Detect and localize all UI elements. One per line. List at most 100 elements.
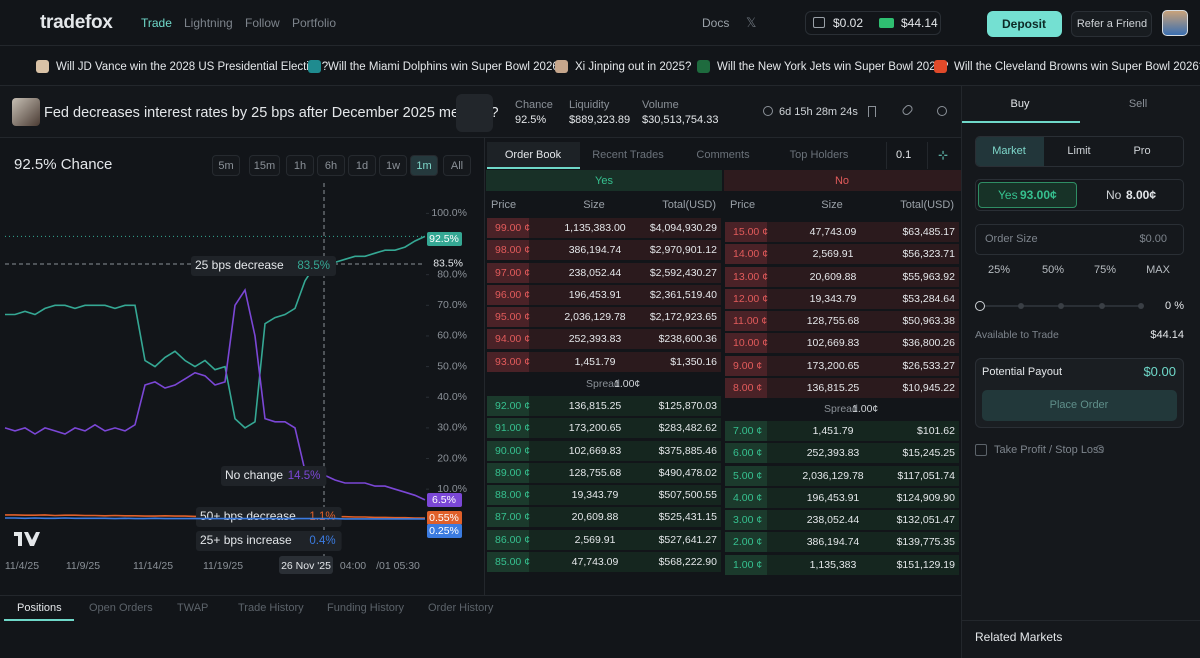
order-price[interactable]: 4.00 ¢ bbox=[733, 491, 763, 504]
orderbook-tab[interactable]: Recent Trades bbox=[592, 149, 664, 161]
order-price[interactable]: 12.00 ¢ bbox=[733, 292, 769, 305]
orderbook-tab[interactable]: Comments bbox=[696, 149, 750, 161]
order-size[interactable]: 19,343.79 bbox=[809, 292, 857, 305]
order-size[interactable]: 173,200.65 bbox=[806, 359, 860, 372]
order-price[interactable]: 1.00 ¢ bbox=[733, 558, 763, 571]
order-price[interactable]: 14.00 ¢ bbox=[733, 248, 769, 261]
range-button[interactable]: 1h bbox=[286, 155, 314, 176]
range-button[interactable]: 5m bbox=[212, 155, 240, 176]
order-total[interactable]: $56,323.71 bbox=[902, 248, 955, 261]
order-price[interactable]: 96.00 ¢ bbox=[495, 288, 531, 301]
nav-link[interactable]: Follow bbox=[245, 16, 280, 30]
order-total[interactable]: $50,963.38 bbox=[902, 315, 955, 327]
order-price[interactable]: 85.00 ¢ bbox=[495, 555, 531, 568]
tick-size-box[interactable] bbox=[886, 142, 928, 169]
order-total[interactable]: $2,172,923.65 bbox=[649, 311, 717, 323]
order-price[interactable]: 5.00 ¢ bbox=[733, 469, 763, 482]
ticker-icon[interactable] bbox=[36, 60, 49, 73]
order-total[interactable]: $2,970,901.12 bbox=[649, 244, 717, 257]
order-size[interactable]: 20,609.88 bbox=[571, 511, 619, 524]
order-total[interactable]: $139,775.35 bbox=[896, 536, 955, 549]
order-total[interactable]: $238,600.36 bbox=[658, 333, 717, 346]
order-price[interactable]: 9.00 ¢ bbox=[733, 359, 763, 372]
order-size[interactable]: 252,393.83 bbox=[806, 447, 860, 460]
order-total[interactable]: $375,885.46 bbox=[658, 444, 717, 457]
order-total[interactable]: $2,361,519.40 bbox=[649, 288, 717, 301]
nav-link[interactable]: Portfolio bbox=[292, 16, 337, 30]
avatar[interactable] bbox=[1162, 10, 1188, 36]
ticker-item[interactable]: Xi Jinping out in 2025? bbox=[575, 61, 692, 73]
ticker-item[interactable]: Will the Cleveland Browns win Super Bowl… bbox=[954, 61, 1200, 73]
order-price[interactable]: 11.00 ¢ bbox=[733, 315, 768, 327]
trade-tab[interactable]: Sell bbox=[1128, 98, 1148, 110]
preset[interactable]: 50% bbox=[1041, 264, 1065, 276]
related-markets[interactable]: Related Markets bbox=[975, 630, 1063, 644]
order-price[interactable]: 90.00 ¢ bbox=[495, 444, 531, 457]
order-price[interactable]: 98.00 ¢ bbox=[495, 244, 531, 257]
order-type-active[interactable] bbox=[976, 137, 1044, 166]
order-size[interactable]: 1,451.79 bbox=[574, 355, 616, 368]
order-price[interactable]: 86.00 ¢ bbox=[495, 533, 531, 546]
layout-icon[interactable]: ⊹ bbox=[937, 148, 949, 162]
order-size[interactable]: 128,755.68 bbox=[568, 466, 622, 479]
yes-button[interactable] bbox=[978, 182, 1077, 208]
order-total[interactable]: $151,129.19 bbox=[896, 558, 955, 571]
range-button[interactable]: 1m bbox=[410, 155, 438, 176]
info-btn[interactable] bbox=[937, 106, 947, 116]
trade-tab[interactable]: Buy bbox=[1010, 98, 1030, 110]
range-button[interactable]: 1d bbox=[348, 155, 376, 176]
order-size[interactable]: 47,743.09 bbox=[809, 226, 857, 238]
order-total[interactable]: $117,051.74 bbox=[897, 469, 955, 482]
orderbook-tab[interactable]: Order Book bbox=[504, 149, 562, 161]
order-price[interactable]: 99.00 ¢ bbox=[495, 222, 531, 234]
order-price[interactable]: 10.00 ¢ bbox=[733, 337, 769, 350]
place-order-button[interactable]: Place Order bbox=[982, 390, 1177, 421]
order-price[interactable]: 13.00 ¢ bbox=[733, 270, 769, 283]
order-price[interactable]: 3.00 ¢ bbox=[733, 514, 763, 526]
order-size[interactable]: 238,052.44 bbox=[806, 514, 860, 526]
orderbook-tab-active[interactable] bbox=[487, 142, 580, 169]
order-size[interactable]: 1,135,383 bbox=[809, 558, 857, 571]
order-size[interactable]: 20,609.88 bbox=[809, 270, 857, 283]
order-size[interactable]: 47,743.09 bbox=[571, 555, 619, 568]
bottom-tab[interactable]: TWAP bbox=[177, 602, 209, 614]
order-price[interactable]: 89.00 ¢ bbox=[495, 466, 531, 479]
bottom-tab[interactable]: Order History bbox=[428, 602, 494, 614]
no-outcome[interactable]: No bbox=[1106, 188, 1122, 202]
x-icon[interactable]: 𝕏 bbox=[746, 15, 757, 30]
order-size[interactable]: 196,453.91 bbox=[806, 491, 860, 504]
order-total[interactable]: $525,431.15 bbox=[658, 511, 717, 524]
ticker-icon[interactable] bbox=[697, 60, 710, 73]
order-price[interactable]: 88.00 ¢ bbox=[495, 489, 531, 501]
order-size[interactable]: 2,036,129.78 bbox=[802, 469, 864, 482]
nav-link[interactable]: Trade bbox=[141, 16, 172, 30]
order-total[interactable]: $1,350.16 bbox=[670, 355, 717, 368]
market-dropdown[interactable] bbox=[456, 94, 493, 132]
preset[interactable]: 25% bbox=[987, 264, 1011, 276]
order-size[interactable]: 19,343.79 bbox=[571, 489, 619, 501]
order-total[interactable]: $63,485.17 bbox=[902, 226, 955, 238]
ticker-item[interactable]: Will JD Vance win the 2028 US Presidenti… bbox=[56, 61, 329, 73]
order-total[interactable]: $55,963.92 bbox=[902, 270, 955, 283]
order-price[interactable]: 6.00 ¢ bbox=[733, 447, 763, 460]
tpsl-checkbox[interactable] bbox=[975, 444, 987, 456]
order-size[interactable]: 1,451.79 bbox=[812, 425, 854, 437]
order-price[interactable]: 7.00 ¢ bbox=[733, 425, 763, 437]
order-total[interactable]: $101.62 bbox=[917, 425, 955, 437]
ticker-item[interactable]: Will the New York Jets win Super Bowl 20… bbox=[717, 61, 949, 73]
order-size[interactable]: 136,815.25 bbox=[568, 400, 622, 412]
order-total[interactable]: $15,245.25 bbox=[902, 447, 955, 460]
order-type[interactable]: Limit bbox=[1067, 145, 1091, 157]
ticker-item[interactable]: Will the Miami Dolphins win Super Bowl 2… bbox=[328, 61, 566, 73]
preset[interactable]: 75% bbox=[1093, 264, 1117, 276]
order-size[interactable]: 386,194.74 bbox=[568, 244, 622, 257]
nav-link[interactable]: Lightning bbox=[184, 16, 233, 30]
bottom-tab[interactable]: Funding History bbox=[327, 602, 405, 614]
order-total[interactable]: $2,592,430.27 bbox=[649, 266, 717, 279]
order-total[interactable]: $132,051.47 bbox=[896, 514, 955, 526]
ticker-icon[interactable] bbox=[934, 60, 947, 73]
order-total[interactable]: $490,478.02 bbox=[658, 466, 717, 479]
order-price[interactable]: 91.00 ¢ bbox=[495, 422, 531, 435]
order-total[interactable]: $26,533.27 bbox=[902, 359, 955, 372]
order-price[interactable]: 15.00 ¢ bbox=[733, 226, 769, 238]
